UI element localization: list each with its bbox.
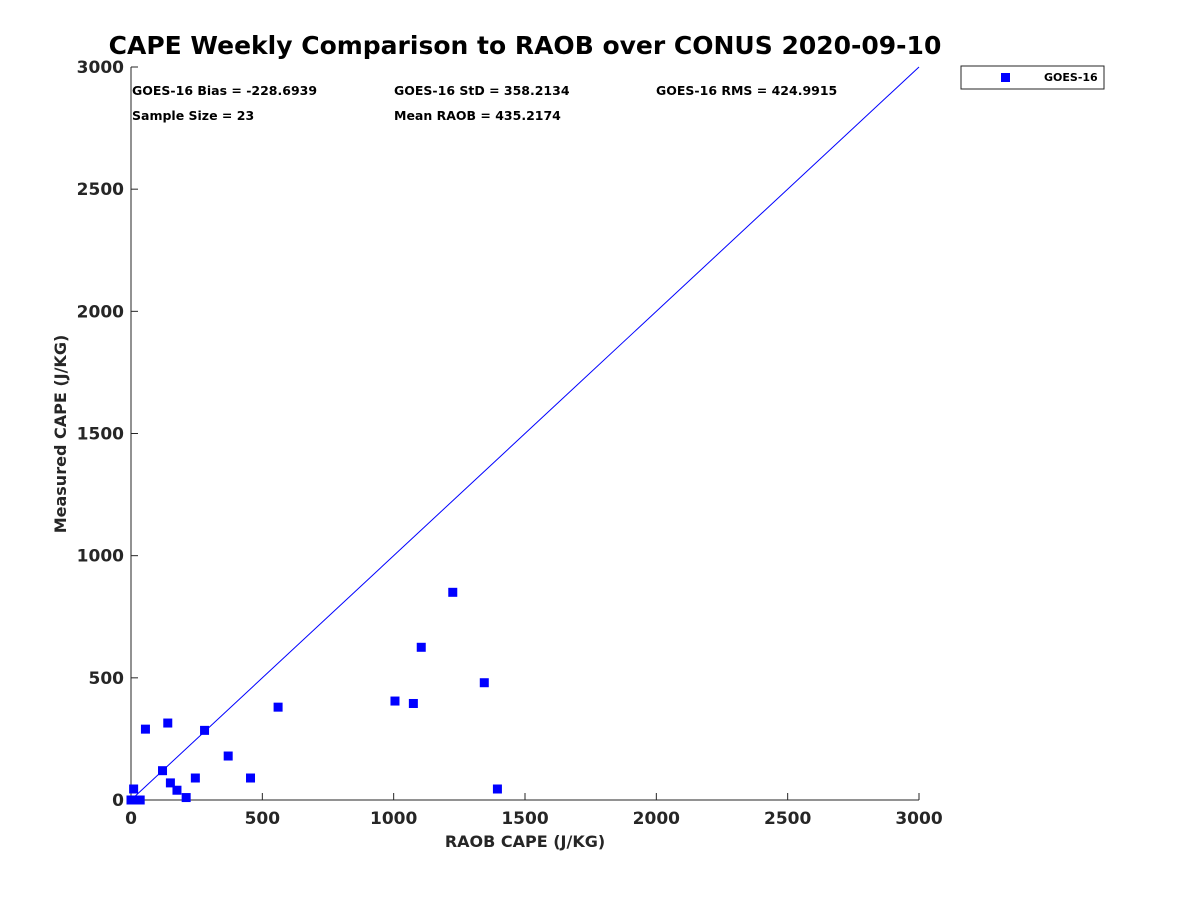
y-tick-label: 500 — [89, 669, 125, 689]
x-tick-label: 2500 — [764, 809, 811, 829]
y-tick-label: 1500 — [77, 425, 124, 445]
data-point — [165, 778, 175, 788]
annotation-bias: GOES-16 Bias = -228.6939 — [132, 83, 317, 98]
data-point — [246, 773, 256, 783]
data-point — [163, 718, 173, 728]
data-point — [158, 766, 168, 776]
data-point — [190, 773, 200, 783]
data-point — [390, 696, 400, 706]
data-point — [408, 698, 418, 708]
data-point — [448, 587, 458, 597]
x-tick-label: 1000 — [370, 809, 417, 829]
data-point — [126, 795, 136, 805]
y-tick-label: 2000 — [77, 302, 124, 322]
legend-box — [960, 65, 1105, 90]
x-axis-label: RAOB CAPE (J/KG) — [445, 832, 605, 851]
y-tick-label: 2500 — [77, 180, 124, 200]
statistics-annotations: GOES-16 Bias = -228.6939 GOES-16 StD = 3… — [132, 83, 837, 123]
x-tick-label: 1500 — [501, 809, 548, 829]
legend-label: GOES-16 — [1044, 71, 1098, 84]
data-point — [273, 702, 283, 712]
data-point — [140, 724, 150, 734]
chart-title: CAPE Weekly Comparison to RAOB over CONU… — [109, 31, 942, 60]
annotation-mean-raob: Mean RAOB = 435.2174 — [394, 108, 561, 123]
y-tick-label: 0 — [112, 791, 124, 811]
x-tick-label: 3000 — [895, 809, 942, 829]
y-tick-label: 3000 — [77, 58, 124, 78]
data-point — [135, 795, 145, 805]
annotation-sample-size: Sample Size = 23 — [132, 108, 254, 123]
data-point — [479, 678, 489, 688]
plot-area: 0 500 1000 1500 2000 2500 3000 0 500 1000 1500 2000… — [77, 58, 943, 829]
x-tick-label: 2000 — [633, 809, 680, 829]
legend-marker — [1001, 73, 1010, 82]
data-point — [181, 793, 191, 803]
data-point — [200, 725, 210, 735]
reference-line — [130, 66, 920, 801]
y-axis-label: Measured CAPE (J/KG) — [51, 335, 70, 534]
data-point — [129, 784, 139, 794]
legend: GOES-16 — [960, 65, 1105, 90]
data-point — [223, 751, 233, 761]
data-point — [416, 642, 426, 652]
x-tick-label: 500 — [245, 809, 281, 829]
annotation-std: GOES-16 StD = 358.2134 — [394, 83, 570, 98]
axis-ticks: 0 500 1000 1500 2000 2500 3000 0 500 1000 1500 2000… — [77, 58, 943, 829]
annotation-rms: GOES-16 RMS = 424.9915 — [656, 83, 837, 98]
data-point — [492, 784, 502, 794]
data-point — [172, 785, 182, 795]
x-tick-label: 0 — [125, 809, 137, 829]
y-tick-label: 1000 — [77, 547, 124, 567]
data-points — [126, 587, 502, 805]
